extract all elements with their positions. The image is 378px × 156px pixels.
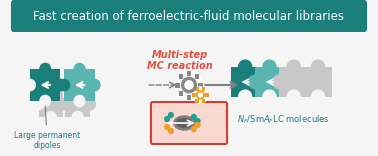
Ellipse shape (177, 119, 192, 127)
FancyBboxPatch shape (65, 91, 90, 117)
FancyBboxPatch shape (30, 69, 60, 101)
FancyBboxPatch shape (11, 0, 367, 32)
Circle shape (239, 60, 252, 74)
Text: $N_F$/Sm$A_F$LC molecules: $N_F$/Sm$A_F$LC molecules (237, 114, 330, 126)
Circle shape (74, 63, 85, 75)
Circle shape (198, 93, 202, 97)
FancyBboxPatch shape (279, 67, 308, 97)
Circle shape (55, 79, 66, 91)
Circle shape (277, 75, 290, 89)
Circle shape (239, 90, 252, 104)
FancyBboxPatch shape (187, 95, 191, 100)
FancyBboxPatch shape (201, 87, 205, 91)
Circle shape (169, 112, 173, 117)
Circle shape (33, 98, 44, 110)
Circle shape (273, 75, 286, 89)
Circle shape (72, 85, 83, 97)
Circle shape (191, 115, 196, 119)
FancyBboxPatch shape (64, 69, 95, 101)
Circle shape (195, 122, 200, 127)
Circle shape (40, 95, 51, 107)
Circle shape (25, 79, 35, 91)
Circle shape (45, 112, 56, 123)
Circle shape (311, 90, 325, 104)
Text: Multi-step: Multi-step (152, 50, 208, 60)
FancyBboxPatch shape (151, 102, 227, 144)
FancyBboxPatch shape (187, 71, 191, 76)
Text: Fast creation of ferroelectric-fluid molecular libraries: Fast creation of ferroelectric-fluid mol… (34, 10, 344, 22)
Circle shape (263, 60, 276, 74)
Circle shape (169, 129, 173, 134)
Circle shape (287, 90, 300, 104)
Circle shape (311, 60, 325, 74)
Circle shape (45, 85, 56, 97)
Circle shape (58, 98, 69, 110)
Circle shape (253, 75, 266, 89)
Circle shape (85, 98, 95, 110)
FancyBboxPatch shape (231, 67, 259, 97)
Circle shape (191, 127, 196, 132)
Circle shape (197, 91, 204, 99)
Text: MC reaction: MC reaction (147, 61, 212, 71)
FancyBboxPatch shape (192, 93, 196, 97)
Circle shape (60, 98, 71, 110)
Circle shape (182, 77, 196, 93)
FancyBboxPatch shape (195, 87, 199, 91)
FancyBboxPatch shape (39, 91, 63, 117)
FancyBboxPatch shape (195, 74, 200, 79)
Circle shape (165, 117, 169, 122)
Circle shape (74, 95, 85, 107)
Ellipse shape (174, 116, 195, 130)
Circle shape (249, 75, 262, 89)
FancyBboxPatch shape (304, 67, 332, 97)
FancyBboxPatch shape (7, 0, 371, 156)
Circle shape (40, 63, 51, 75)
FancyBboxPatch shape (195, 99, 199, 103)
FancyBboxPatch shape (201, 99, 205, 103)
Circle shape (72, 112, 83, 123)
FancyBboxPatch shape (195, 91, 200, 96)
Circle shape (185, 81, 193, 89)
Circle shape (297, 75, 310, 89)
Circle shape (195, 119, 200, 124)
Circle shape (302, 75, 314, 89)
Circle shape (263, 90, 276, 104)
Circle shape (176, 71, 202, 99)
FancyBboxPatch shape (178, 74, 183, 79)
Circle shape (287, 60, 300, 74)
Circle shape (193, 87, 208, 103)
FancyBboxPatch shape (205, 93, 209, 97)
FancyBboxPatch shape (198, 83, 203, 88)
FancyBboxPatch shape (178, 91, 183, 96)
FancyBboxPatch shape (175, 83, 180, 88)
Text: Large permanent
dipoles: Large permanent dipoles (14, 106, 80, 150)
Circle shape (59, 79, 70, 91)
Circle shape (165, 124, 169, 129)
Circle shape (89, 79, 100, 91)
FancyBboxPatch shape (255, 67, 284, 97)
